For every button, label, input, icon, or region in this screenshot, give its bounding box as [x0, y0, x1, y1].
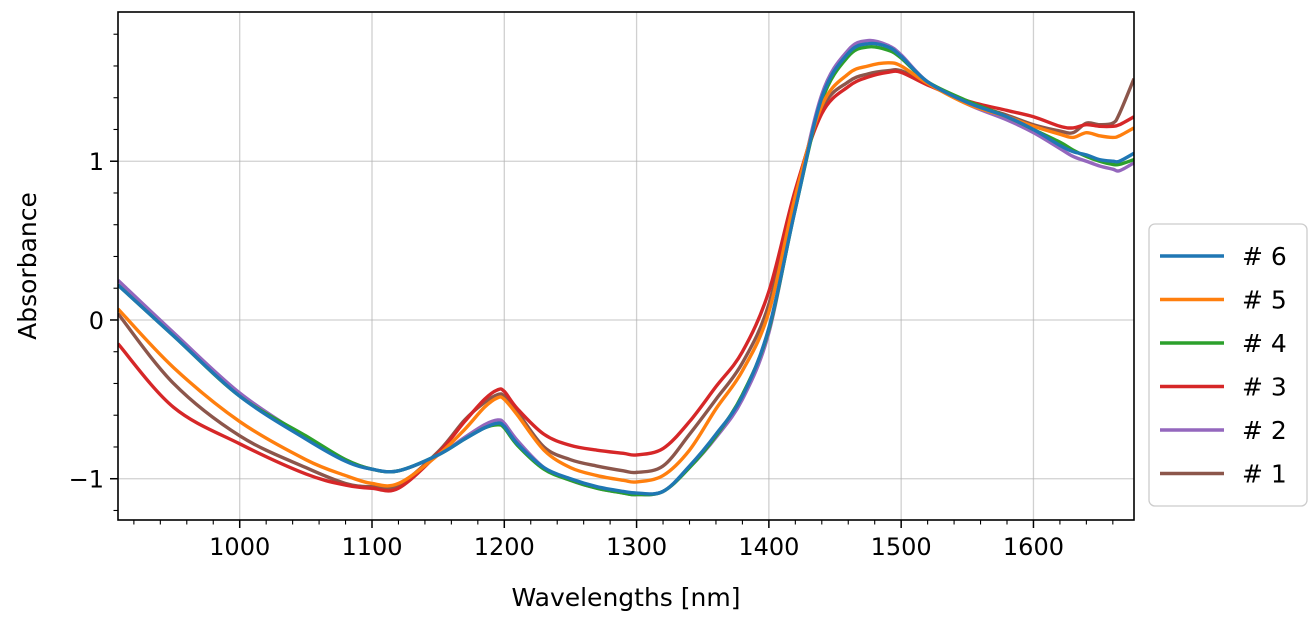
legend-entry-label: # 6	[1242, 242, 1287, 271]
y-axis-ticks: −1 0 1	[69, 33, 118, 512]
legend-entry-label: # 3	[1242, 373, 1287, 402]
x-tick-label: 1500	[871, 533, 932, 561]
x-tick-label: 1600	[1003, 533, 1064, 561]
series-line	[118, 41, 1134, 496]
x-tick-label: 1100	[341, 533, 402, 561]
x-tick-label: 1000	[209, 533, 270, 561]
series-lines	[118, 38, 1134, 497]
legend-entry-label: # 4	[1242, 329, 1287, 358]
series-line	[118, 69, 1134, 493]
plot-frame	[117, 11, 1135, 521]
grid-lines	[118, 12, 1134, 520]
series-line	[118, 61, 1134, 488]
y-tick-label: −1	[69, 466, 104, 494]
y-tick-label: 1	[89, 148, 104, 176]
x-axis-ticks: 1000 1100 1200 1300 1400 1500 1600	[133, 520, 1114, 561]
x-tick-label: 1200	[474, 533, 535, 561]
x-tick-label: 1300	[606, 533, 667, 561]
series-line	[118, 67, 1134, 490]
x-axis-label: Wavelengths [nm]	[512, 583, 741, 612]
legend-entry-label: # 5	[1242, 286, 1287, 315]
series-line	[118, 44, 1134, 497]
legend: # 6 # 5 # 4 # 3 # 2 # 1	[1148, 223, 1308, 507]
legend-box	[1148, 223, 1308, 507]
legend-entry-label: # 2	[1242, 416, 1287, 445]
legend-entry-label: # 1	[1242, 460, 1287, 489]
y-tick-label: 0	[89, 307, 104, 335]
y-axis-label: Absorbance	[13, 192, 42, 340]
x-tick-label: 1400	[738, 533, 799, 561]
